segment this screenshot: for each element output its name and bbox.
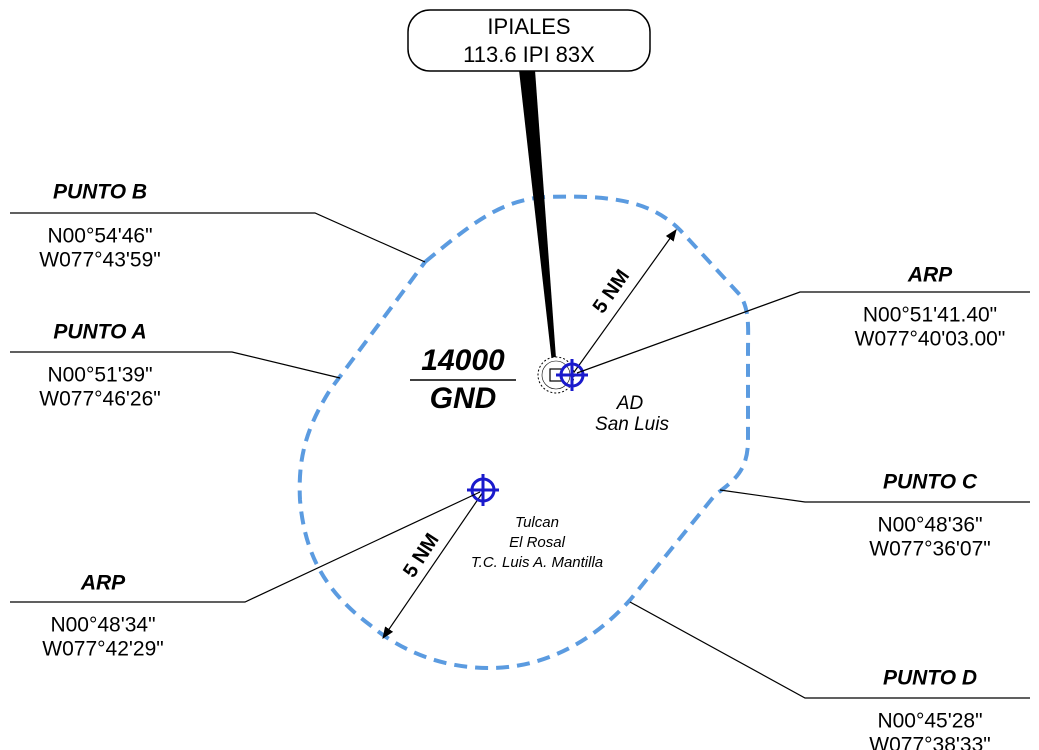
- leader-line: [719, 489, 1030, 503]
- point-lon: W077°46'26": [39, 388, 160, 411]
- point-lat: N00°45'28": [877, 710, 982, 733]
- aerodrome-name: T.C. Luis A. Mantilla: [471, 554, 603, 571]
- point-name: PUNTO D: [883, 667, 977, 690]
- leader-line: [629, 601, 1030, 699]
- lower-limit: GND: [430, 382, 497, 415]
- point-name: PUNTO C: [883, 471, 978, 494]
- navaid-name: IPIALES: [487, 14, 570, 39]
- point-lat: N00°51'39": [47, 364, 152, 387]
- aerodrome-name: San Luis: [595, 414, 669, 435]
- point-lon: W077°36'07": [869, 538, 990, 561]
- radius-arrow: [571, 229, 677, 376]
- point-name: PUNTO A: [53, 321, 146, 344]
- leader-line: [10, 212, 426, 263]
- leader-line: [10, 351, 341, 379]
- point-lat: N00°48'34": [50, 614, 155, 637]
- point-lon: W077°40'03.00": [855, 328, 1006, 351]
- aerodrome-name: AD: [616, 393, 644, 414]
- navaid-leader: [519, 70, 557, 372]
- leader-line: [10, 491, 481, 603]
- radius-arrow: [382, 491, 484, 639]
- point-lat: N00°54'46": [47, 225, 152, 248]
- point-name: PUNTO B: [53, 181, 147, 204]
- navaid-ident: 113.6 IPI 83X: [463, 42, 595, 67]
- point-lat: N00°48'36": [877, 514, 982, 537]
- arp-symbol: [467, 474, 499, 506]
- radius-label: 5 NM: [589, 266, 634, 318]
- point-lon: W077°43'59": [39, 249, 160, 272]
- point-lon: W077°38'33": [869, 734, 990, 750]
- leader-line: [576, 291, 1030, 374]
- aerodrome-name: El Rosal: [509, 534, 566, 551]
- airspace-boundary: [297, 194, 751, 671]
- point-lat: N00°51'41.40": [863, 304, 997, 327]
- upper-limit: 14000: [421, 344, 505, 377]
- radius-label: 5 NM: [399, 530, 443, 582]
- point-lon: W077°42'29": [42, 638, 163, 661]
- aerodrome-name: Tulcan: [515, 514, 559, 531]
- arp-symbol: [556, 359, 588, 391]
- point-name: ARP: [80, 572, 126, 595]
- navaid-box: [407, 9, 651, 72]
- point-name: ARP: [907, 264, 953, 287]
